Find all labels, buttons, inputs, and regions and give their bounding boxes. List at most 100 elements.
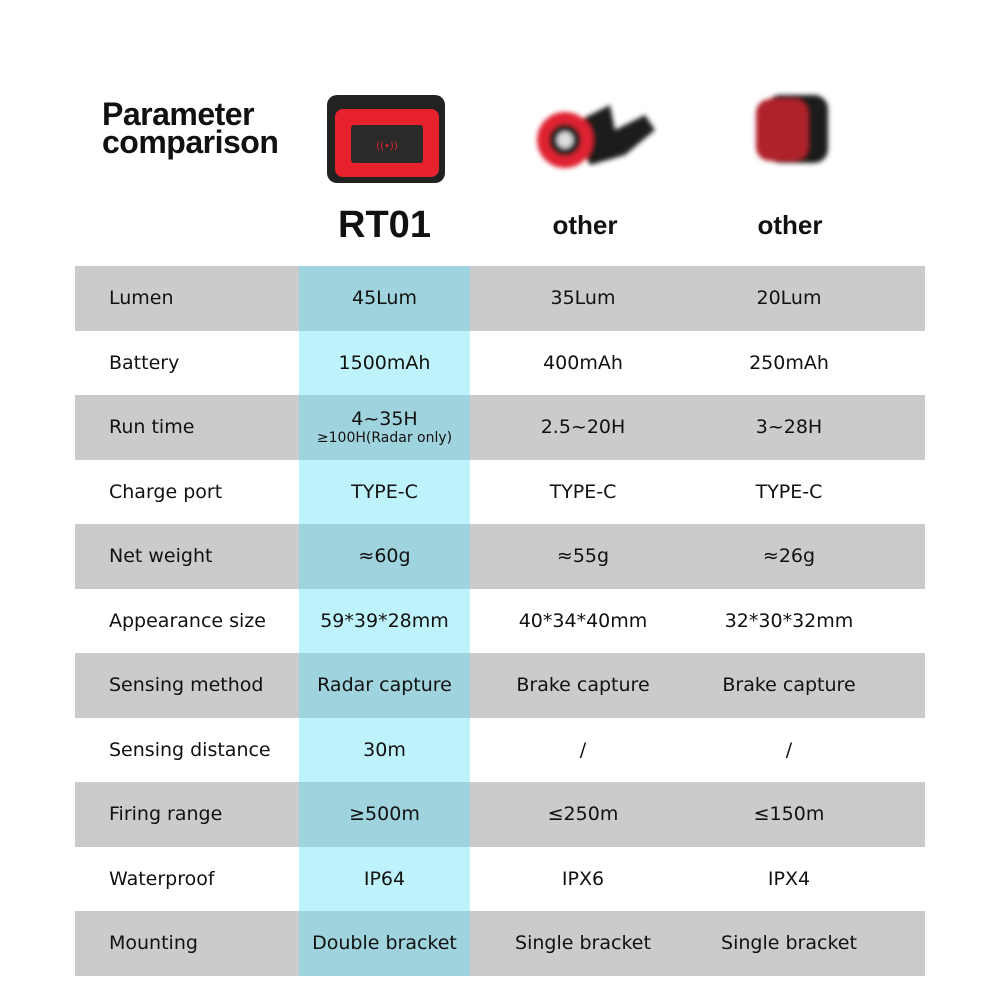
other-2-value-text: ≤150m	[753, 803, 825, 826]
row-label-text: Firing range	[109, 803, 223, 826]
row-label-text: Run time	[109, 416, 195, 439]
table-row: Mounting Double bracket Single bracket Sing…	[75, 911, 925, 976]
product-name-rt01: RT01	[338, 204, 431, 246]
other-1-value: Brake capture	[483, 653, 683, 718]
other-2-value: 3~28H	[689, 395, 889, 460]
rt01-value: IP64	[299, 846, 470, 911]
row-label: Mounting	[109, 911, 198, 976]
other-1-value: 40*34*40mm	[483, 589, 683, 654]
other-2-value-text: Brake capture	[722, 674, 856, 697]
rt01-value-text: Radar capture	[317, 674, 452, 697]
cell-subtext: ≥100H(Radar only)	[316, 430, 453, 447]
rt01-value-text: Double bracket	[312, 932, 457, 955]
other-1-value: IPX6	[483, 847, 683, 912]
other-2-value: 20Lum	[689, 266, 889, 331]
rt01-value-text: 4~35H	[351, 408, 418, 431]
product-name-other-1: other	[552, 210, 618, 240]
rt01-value-text: 1500mAh	[338, 351, 431, 374]
other-1-value-text: Single bracket	[515, 932, 651, 955]
other-2-value: /	[689, 718, 889, 783]
rt01-value: ≥500m	[299, 782, 470, 847]
other-1-value: TYPE-C	[483, 460, 683, 525]
rt01-value: 4~35H ≥100H(Radar only)	[299, 395, 470, 460]
row-label: Lumen	[109, 266, 174, 331]
row-label: Run time	[109, 395, 194, 460]
row-label: Battery	[109, 331, 179, 396]
other-1-value: /	[483, 718, 683, 783]
rt01-value: 59*39*28mm	[299, 588, 470, 653]
row-label-text: Waterproof	[109, 867, 215, 890]
row-label: Appearance size	[109, 589, 266, 654]
table-row: Appearance size 59*39*28mm 40*34*40mm 32*30…	[75, 588, 925, 654]
row-label: Firing range	[109, 782, 222, 847]
rt01-value-text: 30m	[363, 738, 406, 761]
other-2-value: TYPE-C	[689, 460, 889, 525]
row-label-text: Mounting	[109, 932, 198, 955]
table-row: Waterproof IP64 IPX6 IPX4	[75, 846, 925, 912]
table-row: Battery 1500mAh 400mAh 250mAh	[75, 330, 925, 396]
rt01-value: Double bracket	[299, 911, 470, 976]
other-2-value: 250mAh	[689, 331, 889, 396]
rt01-product-image: ((•))	[327, 95, 445, 183]
table-row: Lumen 45Lum 35Lum 20Lum	[75, 266, 925, 331]
rt01-value: 1500mAh	[299, 330, 470, 395]
other-1-value-text: 400mAh	[543, 351, 623, 374]
row-label: Waterproof	[109, 847, 215, 912]
rt01-value-text: IP64	[363, 867, 406, 890]
row-label-text: Battery	[109, 351, 180, 374]
row-label: Sensing method	[109, 653, 264, 718]
other-2-value: 32*30*32mm	[689, 589, 889, 654]
row-label: Charge port	[109, 460, 222, 525]
rt01-value: Radar capture	[299, 653, 470, 718]
other-2-value-text: 32*30*32mm	[724, 609, 854, 632]
other-2-value-text: TYPE-C	[755, 480, 823, 503]
other-2-value: Brake capture	[689, 653, 889, 718]
rt01-value-text: ≈60g	[358, 545, 411, 568]
other-2-value: Single bracket	[689, 911, 889, 976]
other-1-value-text: Brake capture	[516, 674, 650, 697]
other-2-value-text: /	[785, 738, 793, 761]
row-label-text: Sensing distance	[109, 738, 271, 761]
other-2-value: ≈26g	[689, 524, 889, 589]
other-1-value: 2.5~20H	[483, 395, 683, 460]
other-1-value-text: 35Lum	[550, 287, 616, 310]
comparison-table: Lumen 45Lum 35Lum 20Lum Battery 1500mAh 400mAh…	[75, 266, 925, 976]
other-2-value-text: Single bracket	[721, 932, 857, 955]
other-1-value: 400mAh	[483, 331, 683, 396]
other-1-value: ≈55g	[483, 524, 683, 589]
table-row: Net weight ≈60g ≈55g ≈26g	[75, 524, 925, 589]
other-1-value-text: TYPE-C	[549, 480, 617, 503]
table-row: Run time 4~35H ≥100H(Radar only) 2.5~20H 3~2…	[75, 395, 925, 460]
rt01-value-text: 45Lum	[352, 287, 417, 310]
table-row: Firing range ≥500m ≤250m ≤150m	[75, 782, 925, 847]
row-label-text: Lumen	[109, 287, 174, 310]
row-label-text: Charge port	[109, 480, 223, 503]
other-1-value: Single bracket	[483, 911, 683, 976]
rt01-value-text: TYPE-C	[351, 480, 418, 503]
rt01-value: ≈60g	[299, 524, 470, 589]
other-1-value: 35Lum	[483, 266, 683, 331]
row-label-text: Net weight	[109, 545, 213, 568]
row-label: Net weight	[109, 524, 212, 589]
other-1-value: ≤250m	[483, 782, 683, 847]
other-1-value-text: ≤250m	[547, 803, 619, 826]
product-name-other-2: other	[757, 210, 823, 240]
other-1-value-text: ≈55g	[556, 545, 610, 568]
rt01-value-text: ≥500m	[349, 803, 420, 826]
table-row: Sensing distance 30m / /	[75, 717, 925, 783]
other-1-value-text: /	[579, 738, 587, 761]
row-label-text: Appearance size	[109, 609, 266, 632]
other-2-value-text: 20Lum	[756, 287, 822, 310]
other-2-value: ≤150m	[689, 782, 889, 847]
rt01-value-text: 59*39*28mm	[320, 609, 449, 632]
svg-text:((•)): ((•))	[376, 141, 398, 152]
rt01-value: 45Lum	[299, 266, 470, 331]
other-1-value-text: IPX6	[561, 867, 605, 890]
row-label: Sensing distance	[109, 718, 271, 783]
other-2-value-text: 250mAh	[749, 351, 829, 374]
other-2-value-text: 3~28H	[755, 416, 823, 439]
table-row: Sensing method Radar capture Brake capture…	[75, 653, 925, 718]
table-row: Charge port TYPE-C TYPE-C TYPE-C	[75, 459, 925, 525]
other-product-image-2	[756, 95, 828, 163]
other-2-value-text: ≈26g	[762, 545, 816, 568]
